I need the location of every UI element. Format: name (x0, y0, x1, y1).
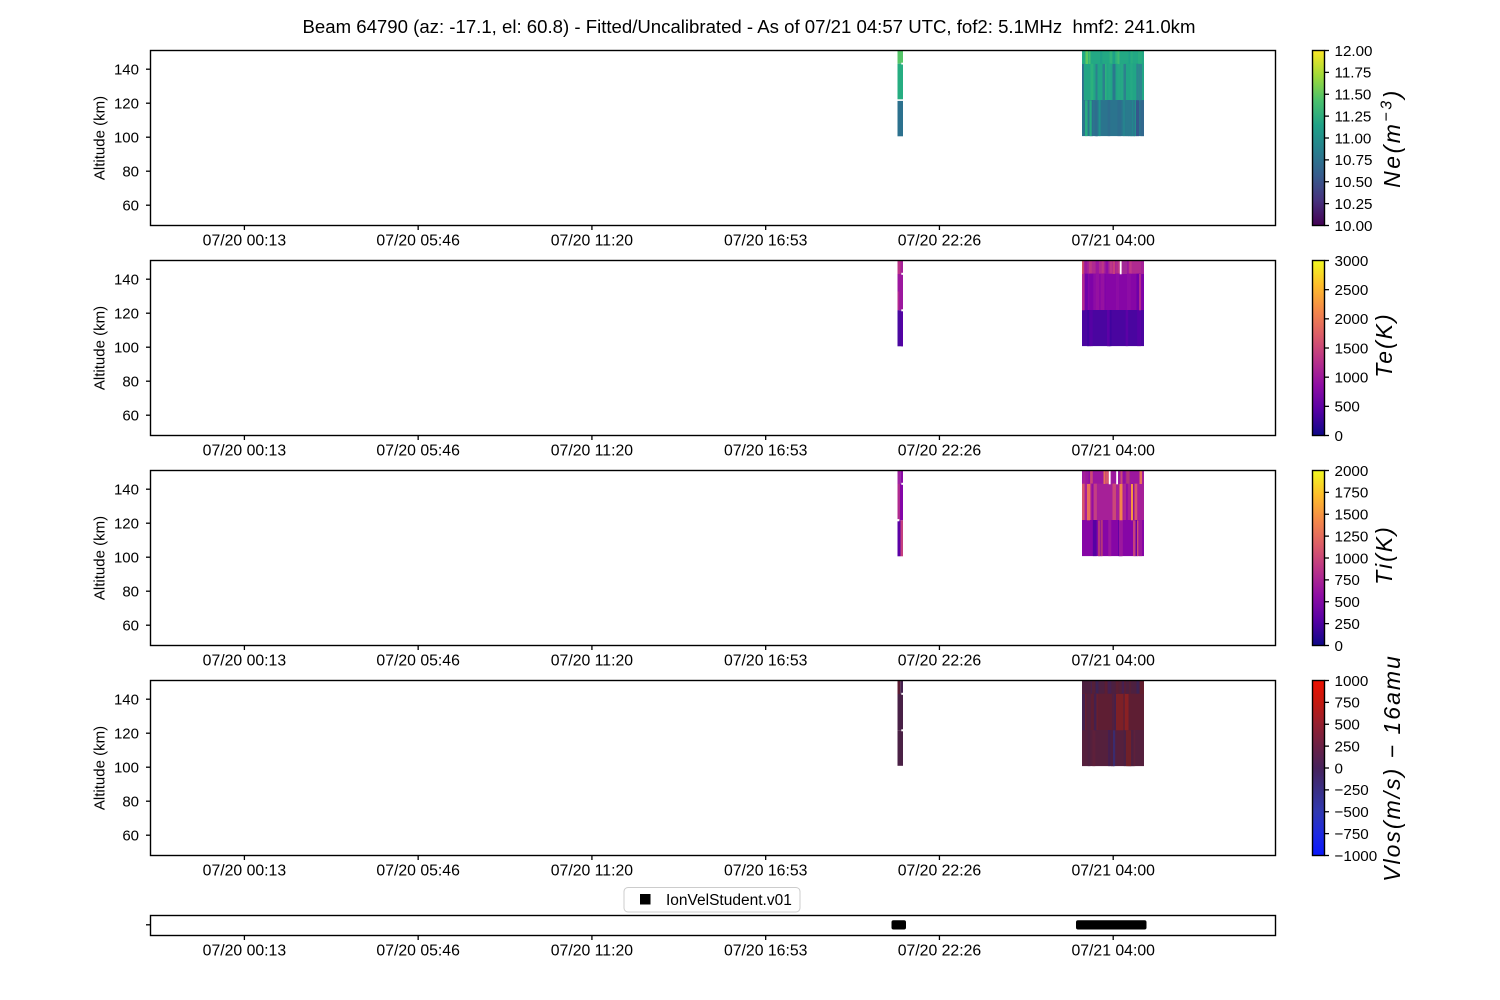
svg-text:80: 80 (122, 164, 139, 181)
svg-text:250: 250 (1335, 616, 1360, 633)
svg-text:07/20 00:13: 07/20 00:13 (203, 443, 287, 460)
svg-text:07/20 16:53: 07/20 16:53 (724, 653, 808, 670)
svg-text:10.75: 10.75 (1335, 152, 1373, 169)
svg-text:10.25: 10.25 (1335, 196, 1373, 213)
svg-text:1500: 1500 (1335, 507, 1369, 524)
svg-text:Altitude (km): Altitude (km) (92, 306, 109, 390)
svg-text:11.75: 11.75 (1335, 65, 1372, 82)
svg-text:11.50: 11.50 (1335, 87, 1372, 104)
svg-text:07/20 16:53: 07/20 16:53 (724, 943, 808, 960)
svg-text:11.00: 11.00 (1335, 130, 1372, 147)
svg-text:100: 100 (114, 130, 139, 147)
svg-text:100: 100 (114, 340, 139, 357)
svg-text:07/20 11:20: 07/20 11:20 (551, 653, 633, 670)
svg-text:60: 60 (122, 198, 139, 215)
svg-text:750: 750 (1335, 572, 1360, 589)
svg-text:0: 0 (1335, 428, 1343, 445)
svg-text:100: 100 (114, 550, 139, 567)
svg-text:10.50: 10.50 (1335, 174, 1373, 191)
svg-text:1750: 1750 (1335, 485, 1369, 502)
svg-text:07/20 05:46: 07/20 05:46 (376, 863, 460, 880)
svg-text:500: 500 (1335, 594, 1360, 611)
svg-text:250: 250 (1335, 738, 1360, 755)
svg-text:Beam 64790 (az: -17.1, el: 60.: Beam 64790 (az: -17.1, el: 60.8) - Fitte… (303, 16, 1196, 37)
svg-text:07/20 00:13: 07/20 00:13 (203, 233, 287, 250)
svg-text:07/20 00:13: 07/20 00:13 (203, 863, 287, 880)
svg-text:07/20 16:53: 07/20 16:53 (724, 233, 808, 250)
svg-text:0: 0 (1335, 638, 1343, 655)
svg-text:Altitude (km): Altitude (km) (92, 726, 109, 810)
svg-text:07/20 11:20: 07/20 11:20 (551, 233, 633, 250)
svg-text:07/20 00:13: 07/20 00:13 (203, 943, 287, 960)
svg-text:2000: 2000 (1335, 311, 1369, 328)
svg-text:07/20 05:46: 07/20 05:46 (376, 443, 460, 460)
svg-text:2500: 2500 (1335, 282, 1369, 299)
svg-text:07/20 05:46: 07/20 05:46 (376, 653, 460, 670)
svg-text:60: 60 (122, 828, 139, 845)
svg-text:100: 100 (114, 760, 139, 777)
svg-text:500: 500 (1335, 399, 1360, 416)
svg-text:1000: 1000 (1335, 673, 1369, 690)
svg-text:07/20 22:26: 07/20 22:26 (898, 943, 982, 960)
svg-text:140: 140 (114, 482, 139, 499)
svg-text:60: 60 (122, 618, 139, 635)
svg-text:07/21 04:00: 07/21 04:00 (1071, 653, 1155, 670)
svg-text:07/20 11:20: 07/20 11:20 (551, 443, 633, 460)
svg-text:120: 120 (114, 516, 139, 533)
svg-text:−1000: −1000 (1335, 848, 1378, 865)
svg-text:Vlos(m/s) − 16amu: Vlos(m/s) − 16amu (1379, 654, 1405, 882)
svg-text:120: 120 (114, 726, 139, 743)
svg-text:07/20 05:46: 07/20 05:46 (376, 943, 460, 960)
svg-text:750: 750 (1335, 695, 1360, 712)
svg-text:07/21 04:00: 07/21 04:00 (1071, 863, 1155, 880)
svg-text:12.00: 12.00 (1335, 43, 1373, 60)
svg-text:Te(K): Te(K) (1371, 312, 1397, 377)
svg-text:10.00: 10.00 (1335, 218, 1373, 235)
svg-text:07/20 22:26: 07/20 22:26 (898, 233, 982, 250)
svg-text:07/20 16:53: 07/20 16:53 (724, 443, 808, 460)
svg-text:07/20 22:26: 07/20 22:26 (898, 653, 982, 670)
svg-text:80: 80 (122, 374, 139, 391)
svg-text:07/20 00:13: 07/20 00:13 (203, 653, 287, 670)
svg-text:1000: 1000 (1335, 550, 1369, 567)
svg-text:80: 80 (122, 794, 139, 811)
svg-text:07/21 04:00: 07/21 04:00 (1071, 443, 1155, 460)
svg-text:−250: −250 (1335, 782, 1369, 799)
svg-text:140: 140 (114, 62, 139, 79)
svg-text:07/20 11:20: 07/20 11:20 (551, 863, 633, 880)
svg-text:120: 120 (114, 96, 139, 113)
svg-text:120: 120 (114, 306, 139, 323)
svg-text:11.25: 11.25 (1335, 108, 1372, 125)
svg-text:07/20 22:26: 07/20 22:26 (898, 863, 982, 880)
svg-text:Altitude (km): Altitude (km) (92, 96, 109, 180)
svg-text:1500: 1500 (1335, 340, 1369, 357)
svg-text:07/20 11:20: 07/20 11:20 (551, 943, 633, 960)
svg-text:Ti(K): Ti(K) (1371, 525, 1397, 585)
svg-text:3000: 3000 (1335, 253, 1369, 270)
svg-text:07/21 04:00: 07/21 04:00 (1071, 943, 1155, 960)
svg-text:−750: −750 (1335, 826, 1369, 843)
svg-text:07/21 04:00: 07/21 04:00 (1071, 233, 1155, 250)
svg-text:07/20 05:46: 07/20 05:46 (376, 233, 460, 250)
svg-text:07/20 16:53: 07/20 16:53 (724, 863, 808, 880)
svg-text:Altitude (km): Altitude (km) (92, 516, 109, 600)
svg-text:2000: 2000 (1335, 463, 1369, 480)
svg-text:80: 80 (122, 584, 139, 601)
svg-text:07/20 22:26: 07/20 22:26 (898, 443, 982, 460)
svg-text:140: 140 (114, 692, 139, 709)
svg-text:IonVelStudent.v01: IonVelStudent.v01 (666, 892, 792, 909)
svg-text:500: 500 (1335, 717, 1360, 734)
svg-text:140: 140 (114, 272, 139, 289)
svg-text:60: 60 (122, 408, 139, 425)
svg-text:1000: 1000 (1335, 369, 1369, 386)
svg-text:−500: −500 (1335, 804, 1369, 821)
svg-text:1250: 1250 (1335, 528, 1369, 545)
svg-text:0: 0 (1335, 760, 1343, 777)
